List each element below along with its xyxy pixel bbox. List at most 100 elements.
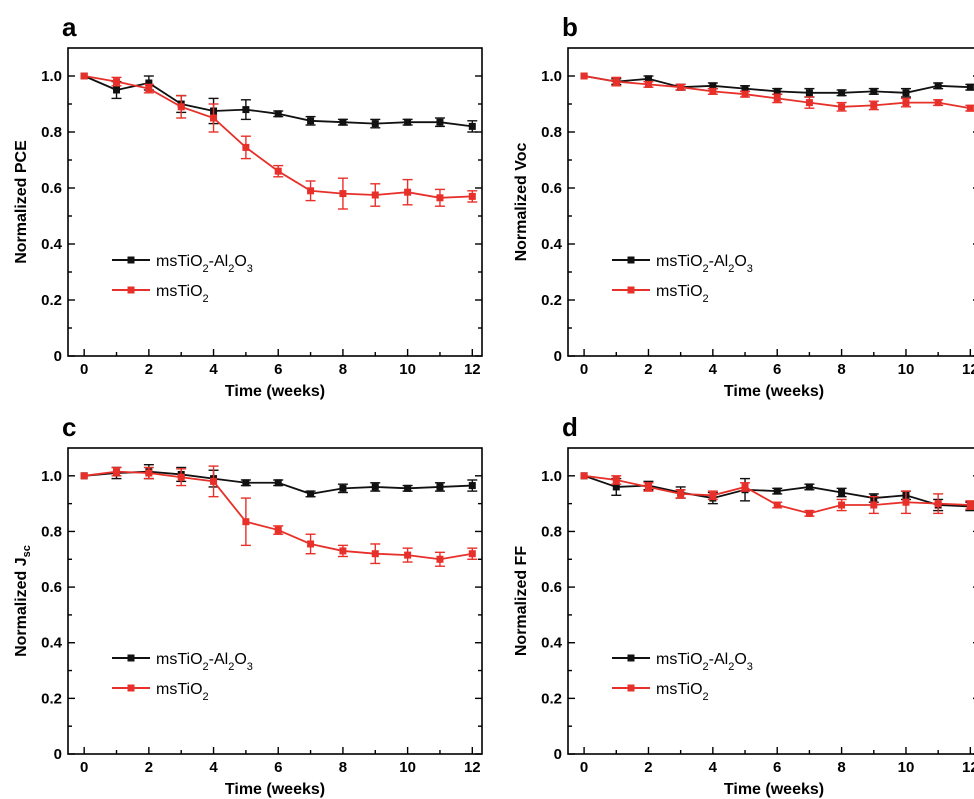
data-point: [806, 99, 813, 106]
x-tick-label: 10: [898, 759, 915, 776]
y-axis-label: Normalized PCE: [13, 140, 30, 264]
y-tick-label: 0.4: [541, 635, 563, 652]
plot-frame: [568, 48, 974, 356]
x-tick-label: 8: [339, 759, 347, 776]
data-point: [870, 502, 877, 509]
x-tick-label: 12: [464, 361, 481, 378]
data-point: [581, 73, 588, 80]
data-point: [806, 510, 813, 517]
data-point: [581, 472, 588, 479]
data-point: [145, 85, 152, 92]
x-tick-label: 2: [644, 759, 652, 776]
data-point: [709, 492, 716, 499]
legend-marker: [628, 655, 635, 662]
data-point: [372, 483, 379, 490]
x-tick-label: 0: [580, 361, 588, 378]
x-tick-label: 10: [898, 361, 915, 378]
y-axis-label: Normalized FF: [513, 546, 530, 656]
legend-marker: [128, 685, 135, 692]
data-point: [902, 499, 909, 506]
data-point: [113, 87, 120, 94]
data-point: [967, 84, 974, 91]
x-tick-label: 6: [274, 759, 282, 776]
y-tick-label: 0.4: [41, 635, 63, 652]
data-point: [210, 115, 217, 122]
data-point: [275, 479, 282, 486]
plot-frame: [68, 448, 482, 754]
x-tick-label: 4: [209, 361, 218, 378]
data-point: [967, 105, 974, 112]
data-point: [307, 187, 314, 194]
y-tick-label: 1.0: [541, 468, 562, 485]
data-point: [742, 91, 749, 98]
x-tick-label: 2: [644, 361, 652, 378]
data-point: [902, 89, 909, 96]
data-point: [469, 193, 476, 200]
data-point: [339, 190, 346, 197]
plot-frame: [568, 448, 974, 754]
x-tick-label: 2: [145, 759, 153, 776]
chart-panel-c: c 0 2 4 6 8 10 12 0 0.2 0.4 0.6 0.8 1.0 Time (weeks) No…: [13, 412, 482, 798]
x-tick-label: 8: [837, 361, 845, 378]
data-point: [935, 82, 942, 89]
data-point: [838, 103, 845, 110]
series-msTiO2-Al2O3: [581, 73, 974, 98]
data-point: [242, 518, 249, 525]
y-axis-label: Normalized Jsc: [13, 545, 33, 657]
x-axis-label: Time (weeks): [225, 383, 325, 400]
data-point: [242, 144, 249, 151]
data-point: [967, 502, 974, 509]
data-point: [81, 472, 88, 479]
data-point: [275, 527, 282, 534]
y-tick-label: 0: [54, 348, 62, 365]
x-tick-label: 8: [837, 759, 845, 776]
y-tick-label: 0.6: [41, 180, 62, 197]
chart-panel-d: d02468101200.20.40.60.81.0Time (weeks)No…: [513, 412, 974, 798]
data-point: [613, 476, 620, 483]
x-tick-label: 0: [80, 361, 88, 378]
y-tick-label: 0.6: [541, 180, 562, 197]
legend-label: msTiO2: [656, 283, 709, 305]
y-tick-label: 0.2: [541, 292, 562, 309]
data-point: [307, 490, 314, 497]
y-tick-label: 0.4: [541, 236, 563, 253]
data-point: [307, 117, 314, 124]
y-tick-label: 0.6: [541, 579, 562, 596]
y-tick-label: 0.4: [41, 236, 63, 253]
data-point: [806, 89, 813, 96]
x-tick-label: 2: [145, 361, 153, 378]
x-tick-label: 4: [709, 361, 718, 378]
y-tick-label: 1.0: [41, 68, 62, 85]
data-point: [307, 540, 314, 547]
y-tick-label: 0.8: [41, 124, 62, 141]
data-point: [838, 502, 845, 509]
x-tick-label: 4: [709, 759, 718, 776]
y-tick-label: 0.6: [41, 579, 62, 596]
data-point: [677, 490, 684, 497]
data-point: [339, 547, 346, 554]
data-point: [774, 502, 781, 509]
x-axis-label: Time (weeks): [225, 781, 325, 798]
x-axis-label: Time (weeks): [724, 383, 824, 400]
data-point: [404, 485, 411, 492]
series-line: [84, 76, 472, 198]
y-tick-label: 0.2: [541, 690, 562, 707]
data-point: [145, 470, 152, 477]
data-point: [806, 483, 813, 490]
legend-marker: [628, 685, 635, 692]
y-tick-label: 0.2: [41, 690, 62, 707]
data-point: [870, 102, 877, 109]
data-point: [178, 103, 185, 110]
data-point: [372, 550, 379, 557]
series-msTiO2-Al2O3: [81, 465, 478, 498]
data-point: [113, 468, 120, 475]
panel-label: c: [62, 412, 76, 442]
data-point: [935, 99, 942, 106]
data-point: [436, 194, 443, 201]
data-point: [645, 81, 652, 88]
data-point: [935, 500, 942, 507]
data-point: [645, 483, 652, 490]
series-msTiO2: [81, 73, 478, 210]
data-point: [436, 119, 443, 126]
